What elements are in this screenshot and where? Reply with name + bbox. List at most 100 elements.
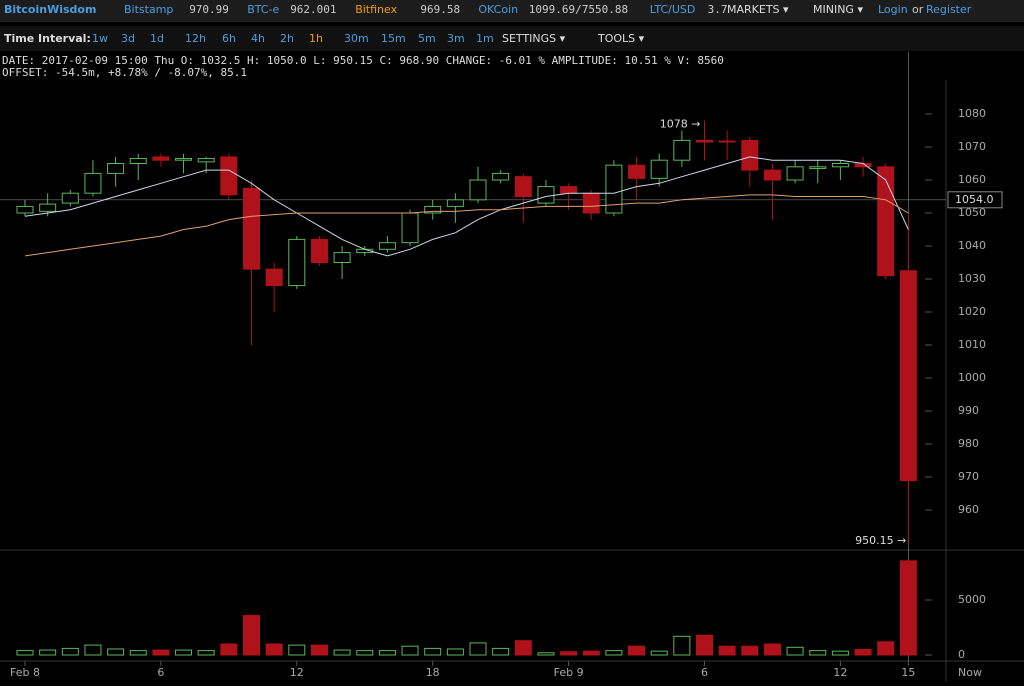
candle-body [809,166,827,169]
interval[interactable]: 6h [222,32,236,45]
candle-body [605,164,623,214]
y-tick-label: 1080 [958,107,986,120]
interval[interactable]: 2h [280,32,294,45]
volume-bar [877,641,895,656]
volume-bar [16,650,34,656]
candle-body [129,158,147,165]
candle-body [763,169,781,181]
ticker-price: 969.58 [420,3,460,16]
candle-body [899,270,917,482]
x-tick-label: Feb 9 [554,666,584,679]
candle-body [696,139,713,143]
candle-body [582,192,600,214]
volume-bar [446,648,464,656]
volume-bar [537,652,555,656]
menu[interactable]: MARKETS ▾ [727,3,789,16]
candle-body [560,186,578,194]
volume-bar [197,650,215,656]
interval[interactable]: 1d [150,32,164,45]
interval[interactable]: 15m [381,32,406,45]
register[interactable]: Register [926,3,972,16]
volume-bar [107,648,125,656]
interval[interactable]: 1w [92,32,108,45]
interval[interactable]: 12h [185,32,206,45]
volume-bar [582,650,600,656]
volume-bar [514,640,532,656]
candle-body [175,158,193,161]
y-tick-label: 1030 [958,272,986,285]
candle-body [424,205,442,214]
candle-body [786,166,804,181]
info-line: OFFSET: -54.5m, +8.78% / -8.07%, 85.1 [2,66,247,79]
candle-body [39,203,57,212]
volume-bar [809,650,827,656]
toolbar-menu[interactable]: SETTINGS ▾ [502,32,566,45]
brand[interactable]: BitcoinWisdom [4,3,96,16]
candle-body [514,176,532,197]
volume-bar [492,647,510,656]
volume-bar [718,645,736,656]
header-bar [0,0,1024,22]
info-line: DATE: 2017-02-09 15:00 Thu O: 1032.5 H: … [2,54,724,67]
candle-body [469,179,487,201]
volume-bar [401,645,419,656]
interval[interactable]: 3m [447,32,465,45]
volume-bar [243,614,260,656]
ticker-price: 970.99 [189,3,229,16]
volume-bar [288,644,306,656]
ticker-name[interactable]: OKCoin [478,3,518,16]
interval[interactable]: 1h [309,32,323,45]
toolbar-bar [0,26,1024,51]
y-tick-label: 1050 [958,206,986,219]
cursor-price-box [947,191,1003,209]
y-tick-label: 1040 [958,239,986,252]
candle-body [628,164,646,179]
volume-tick-label: 5000 [958,593,986,606]
candle-body [650,159,668,179]
candle-body [831,163,849,168]
candle-body [718,140,736,143]
toolbar-menu[interactable]: TOOLS ▾ [597,32,645,45]
volume-bar [628,645,646,656]
candle-body [673,139,691,161]
candle-body [492,172,510,181]
menu[interactable]: MINING ▾ [813,3,863,16]
ticker-price: 1099.69/7550.88 [529,3,628,16]
candle-body [310,238,328,263]
ticker-name[interactable]: Bitfinex [355,3,397,16]
candle-body [877,166,895,277]
x-tick-label: 18 [426,666,440,679]
candle-body [107,163,125,174]
login[interactable]: Login [878,3,908,16]
interval[interactable]: 4h [251,32,265,45]
y-tick-label: 990 [958,404,979,417]
candle-body [61,192,79,204]
y-tick-label: 960 [958,503,979,516]
ticker-name[interactable]: Bitstamp [124,3,173,16]
interval[interactable]: 5m [418,32,436,45]
volume-bar [469,642,487,656]
volume-bar [899,560,917,656]
ticker-name[interactable]: LTC/USD [650,3,696,16]
candle-body [741,139,759,171]
ticker-name[interactable]: BTC-e [247,3,279,16]
volume-bar [605,650,623,656]
volume-bar [39,649,57,656]
y-tick-label: 1000 [958,371,986,384]
y-tick-label: 1010 [958,338,986,351]
candle-body [378,242,396,250]
candle-body [446,199,464,207]
volume-bar [152,649,170,656]
interval[interactable]: 3d [121,32,135,45]
volume-bar [673,635,691,656]
x-tick-label: 15 [901,666,915,679]
toolbar-label: Time Interval: [4,32,91,45]
low-label: 950.15 → [855,534,906,547]
interval[interactable]: 30m [344,32,369,45]
interval[interactable]: 1m [476,32,494,45]
candle-body [288,238,306,287]
or: or [912,3,924,16]
candle-body [333,252,351,264]
x-tick-label: 6 [157,666,164,679]
